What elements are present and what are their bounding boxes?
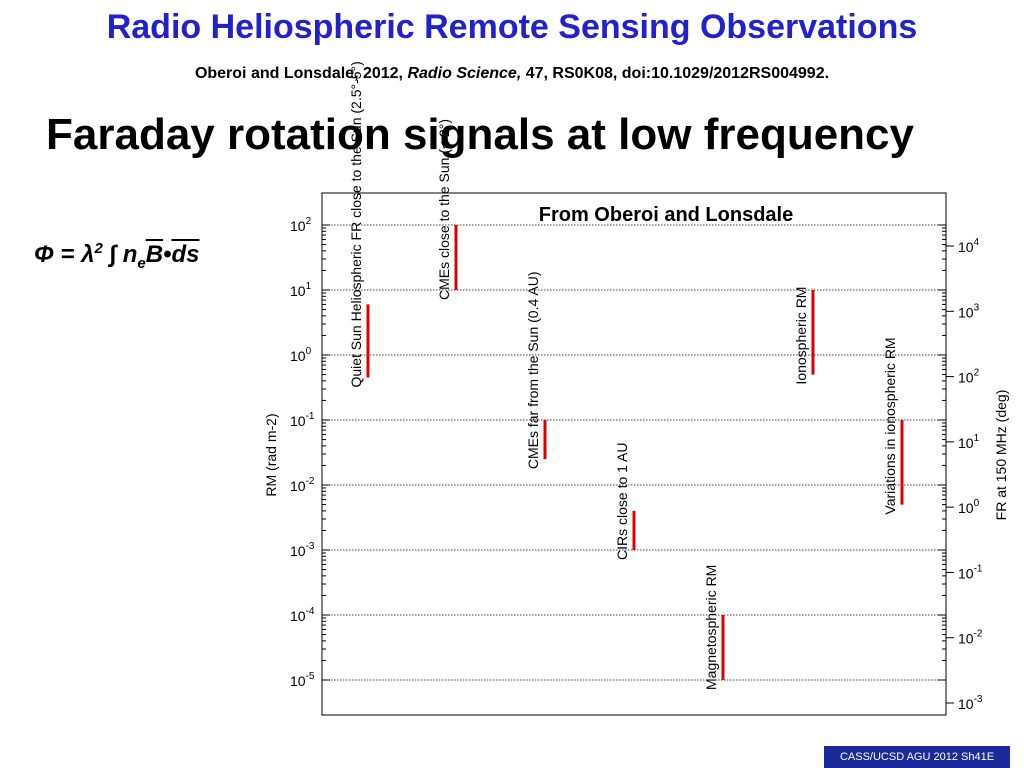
equation-sup: 2 (94, 240, 103, 257)
right-tick-exponent: -1 (974, 563, 983, 574)
left-tick-label: 10-3 (290, 541, 315, 559)
rm-range-label: Variations in ionospheric RM (882, 337, 898, 514)
rm-range-label: Quiet Sun Heliospheric FR close to the S… (348, 61, 364, 387)
citation-journal: Radio Science, (407, 65, 522, 82)
equation-lhs: Φ = λ (34, 241, 95, 268)
y-axis-label-right: FR at 150 MHz (deg) (993, 390, 1009, 521)
left-tick-exponent: 1 (306, 281, 312, 292)
rm-range-label: Ionospheric RM (793, 287, 809, 385)
left-tick-exponent: -4 (306, 606, 315, 617)
left-tick-exponent: -5 (306, 671, 315, 682)
plot-frame (321, 192, 947, 716)
right-tick-exponent: -3 (974, 694, 983, 705)
rm-range-label: CMEs far from the Sun (0.4 AU) (525, 272, 541, 470)
right-tick-label: 101 (958, 433, 980, 451)
right-tick-label: 104 (958, 237, 980, 255)
left-tick-label: 101 (290, 281, 312, 299)
left-tick-exponent: -2 (306, 476, 315, 487)
right-tick-label: 10-2 (958, 629, 983, 647)
right-tick-exponent: -2 (974, 629, 983, 640)
right-tick-label: 103 (958, 302, 980, 320)
right-tick-label: 100 (958, 498, 980, 516)
equation-ds-vector: ds (171, 241, 200, 268)
right-tick-label: 10-3 (958, 694, 983, 712)
left-tick-exponent: 0 (306, 346, 312, 357)
faraday-equation: Φ = λ2 ∫ neB•ds (34, 240, 199, 272)
left-tick-label: 100 (290, 346, 312, 364)
left-tick-exponent: -1 (306, 411, 315, 422)
left-tick-label: 102 (290, 216, 312, 234)
slide-title: Radio Heliospheric Remote Sensing Observ… (106, 8, 918, 46)
citation: Oberoi and Lonsdale, 2012, Radio Science… (0, 65, 1024, 83)
rm-range-label: CIRs close to 1 AU (614, 443, 630, 561)
equation-b-vector: B (145, 241, 164, 268)
right-tick-exponent: 0 (974, 498, 980, 509)
right-tick-label: 102 (958, 368, 980, 386)
slide-subtitle: Faraday rotation signals at low frequenc… (46, 110, 914, 159)
right-tick-exponent: 4 (974, 237, 980, 248)
left-tick-label: 10-4 (290, 606, 315, 624)
rm-range-label: CMEs close to the Sun (< 2°) (436, 119, 452, 300)
left-tick-label: 10-5 (290, 671, 315, 689)
equation-dot: • (163, 241, 172, 268)
left-tick-label: 10-1 (290, 411, 315, 429)
right-tick-exponent: 1 (974, 433, 980, 444)
left-tick-exponent: -3 (306, 541, 315, 552)
left-tick-label: 10-2 (290, 476, 315, 494)
right-tick-exponent: 3 (974, 302, 980, 313)
footer-badge: CASS/UCSD AGU 2012 Sh41E (824, 746, 1010, 768)
citation-authors: Oberoi and Lonsdale, 2012, (194, 65, 408, 82)
left-tick-exponent: 2 (306, 216, 312, 227)
rm-range-label: Magnetospheric RM (703, 565, 719, 690)
right-tick-exponent: 2 (974, 368, 980, 379)
citation-rest: 47, RS0K08, doi:10.1029/2012RS004992. (521, 65, 830, 82)
right-tick-label: 10-1 (958, 563, 983, 581)
equation-sub: e (137, 254, 146, 272)
chart-title: From Oberoi and Lonsdale (539, 204, 793, 226)
equation-integral: ∫ n (102, 241, 138, 268)
y-axis-label-left: RM (rad m-2) (263, 413, 279, 496)
